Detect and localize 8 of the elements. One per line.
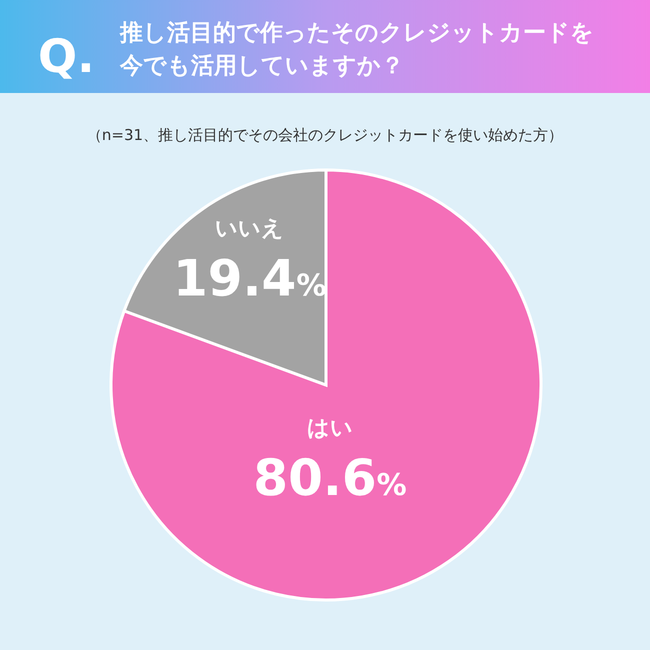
chart-title: 推し活目的で作ったそのクレジットカードを今でも活用していますか？ <box>119 20 594 79</box>
chart-subtitle: （n=31、推し活目的でその会社のクレジットカードを使い始めた方） <box>86 126 564 144</box>
text: Q. <box>38 29 95 83</box>
pie-slice <box>110 168 542 602</box>
data-label: 80.6% <box>253 449 407 507</box>
data-label: 19.4% <box>172 250 326 308</box>
slice-label: いいえ <box>215 216 284 242</box>
slice-label: はい <box>307 416 353 441</box>
